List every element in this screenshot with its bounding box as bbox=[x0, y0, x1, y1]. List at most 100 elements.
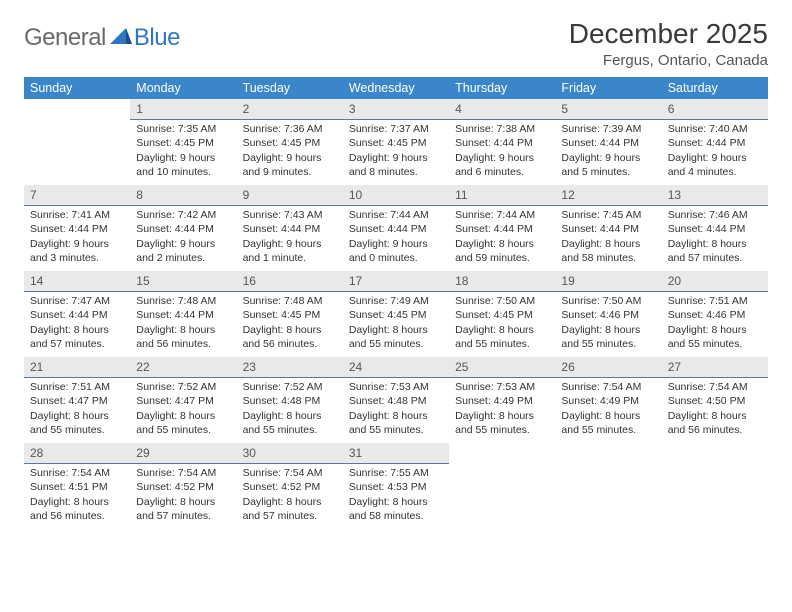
sunset-text: Sunset: 4:44 PM bbox=[243, 222, 337, 236]
day-number: 30 bbox=[237, 443, 343, 464]
calendar-day-cell: 21Sunrise: 7:51 AMSunset: 4:47 PMDayligh… bbox=[24, 357, 130, 443]
sunset-text: Sunset: 4:44 PM bbox=[668, 222, 762, 236]
day-body: Sunrise: 7:51 AMSunset: 4:47 PMDaylight:… bbox=[24, 378, 130, 441]
day-body: Sunrise: 7:44 AMSunset: 4:44 PMDaylight:… bbox=[343, 206, 449, 269]
sunrise-text: Sunrise: 7:52 AM bbox=[243, 380, 337, 394]
day-body: Sunrise: 7:36 AMSunset: 4:45 PMDaylight:… bbox=[237, 120, 343, 183]
daylight-text: Daylight: 9 hours and 0 minutes. bbox=[349, 237, 443, 265]
calendar-week-row: 21Sunrise: 7:51 AMSunset: 4:47 PMDayligh… bbox=[24, 357, 768, 443]
day-body: Sunrise: 7:49 AMSunset: 4:45 PMDaylight:… bbox=[343, 292, 449, 355]
sunset-text: Sunset: 4:45 PM bbox=[243, 136, 337, 150]
calendar-day-cell: 19Sunrise: 7:50 AMSunset: 4:46 PMDayligh… bbox=[555, 271, 661, 357]
calendar-day-cell: 24Sunrise: 7:53 AMSunset: 4:48 PMDayligh… bbox=[343, 357, 449, 443]
daylight-text: Daylight: 8 hours and 57 minutes. bbox=[30, 323, 124, 351]
sunrise-text: Sunrise: 7:49 AM bbox=[349, 294, 443, 308]
calendar-day-cell: 17Sunrise: 7:49 AMSunset: 4:45 PMDayligh… bbox=[343, 271, 449, 357]
weekday-header: Thursday bbox=[449, 77, 555, 99]
sunset-text: Sunset: 4:45 PM bbox=[455, 308, 549, 322]
weekday-header: Saturday bbox=[662, 77, 768, 99]
sunset-text: Sunset: 4:45 PM bbox=[349, 136, 443, 150]
day-number: 11 bbox=[449, 185, 555, 206]
calendar-day-cell: 18Sunrise: 7:50 AMSunset: 4:45 PMDayligh… bbox=[449, 271, 555, 357]
weekday-header: Tuesday bbox=[237, 77, 343, 99]
day-number: 10 bbox=[343, 185, 449, 206]
calendar-day-cell: 27Sunrise: 7:54 AMSunset: 4:50 PMDayligh… bbox=[662, 357, 768, 443]
day-number: 1 bbox=[130, 99, 236, 120]
weekday-row: SundayMondayTuesdayWednesdayThursdayFrid… bbox=[24, 77, 768, 99]
daylight-text: Daylight: 8 hours and 55 minutes. bbox=[668, 323, 762, 351]
sunset-text: Sunset: 4:52 PM bbox=[243, 480, 337, 494]
day-number: 29 bbox=[130, 443, 236, 464]
logo-sail-icon bbox=[110, 26, 132, 51]
day-body: Sunrise: 7:48 AMSunset: 4:45 PMDaylight:… bbox=[237, 292, 343, 355]
daylight-text: Daylight: 8 hours and 56 minutes. bbox=[136, 323, 230, 351]
day-number: 31 bbox=[343, 443, 449, 464]
day-body: Sunrise: 7:51 AMSunset: 4:46 PMDaylight:… bbox=[662, 292, 768, 355]
sunset-text: Sunset: 4:44 PM bbox=[561, 222, 655, 236]
sunset-text: Sunset: 4:44 PM bbox=[455, 136, 549, 150]
day-body: Sunrise: 7:44 AMSunset: 4:44 PMDaylight:… bbox=[449, 206, 555, 269]
day-number: 15 bbox=[130, 271, 236, 292]
sunrise-text: Sunrise: 7:47 AM bbox=[30, 294, 124, 308]
calendar-day-cell: . bbox=[662, 443, 768, 529]
month-title: December 2025 bbox=[569, 18, 768, 50]
daylight-text: Daylight: 8 hours and 58 minutes. bbox=[561, 237, 655, 265]
day-number: 27 bbox=[662, 357, 768, 378]
day-number: 19 bbox=[555, 271, 661, 292]
calendar-day-cell: 29Sunrise: 7:54 AMSunset: 4:52 PMDayligh… bbox=[130, 443, 236, 529]
calendar-day-cell: 23Sunrise: 7:52 AMSunset: 4:48 PMDayligh… bbox=[237, 357, 343, 443]
sunset-text: Sunset: 4:49 PM bbox=[561, 394, 655, 408]
sunset-text: Sunset: 4:44 PM bbox=[349, 222, 443, 236]
day-body: Sunrise: 7:47 AMSunset: 4:44 PMDaylight:… bbox=[24, 292, 130, 355]
calendar-day-cell: 25Sunrise: 7:53 AMSunset: 4:49 PMDayligh… bbox=[449, 357, 555, 443]
sunset-text: Sunset: 4:44 PM bbox=[668, 136, 762, 150]
day-number: 26 bbox=[555, 357, 661, 378]
calendar-day-cell: 2Sunrise: 7:36 AMSunset: 4:45 PMDaylight… bbox=[237, 99, 343, 185]
calendar-day-cell: 14Sunrise: 7:47 AMSunset: 4:44 PMDayligh… bbox=[24, 271, 130, 357]
calendar-day-cell: . bbox=[555, 443, 661, 529]
title-block: December 2025 Fergus, Ontario, Canada bbox=[569, 18, 768, 69]
sunrise-text: Sunrise: 7:54 AM bbox=[243, 466, 337, 480]
calendar-day-cell: 6Sunrise: 7:40 AMSunset: 4:44 PMDaylight… bbox=[662, 99, 768, 185]
calendar-day-cell: 31Sunrise: 7:55 AMSunset: 4:53 PMDayligh… bbox=[343, 443, 449, 529]
page-header: General Blue December 2025 Fergus, Ontar… bbox=[24, 18, 768, 69]
sunrise-text: Sunrise: 7:38 AM bbox=[455, 122, 549, 136]
day-body: Sunrise: 7:50 AMSunset: 4:46 PMDaylight:… bbox=[555, 292, 661, 355]
day-body: Sunrise: 7:45 AMSunset: 4:44 PMDaylight:… bbox=[555, 206, 661, 269]
calendar-day-cell: 1Sunrise: 7:35 AMSunset: 4:45 PMDaylight… bbox=[130, 99, 236, 185]
calendar-day-cell: 28Sunrise: 7:54 AMSunset: 4:51 PMDayligh… bbox=[24, 443, 130, 529]
day-body: Sunrise: 7:54 AMSunset: 4:49 PMDaylight:… bbox=[555, 378, 661, 441]
sunrise-text: Sunrise: 7:50 AM bbox=[455, 294, 549, 308]
day-body: Sunrise: 7:46 AMSunset: 4:44 PMDaylight:… bbox=[662, 206, 768, 269]
day-body: Sunrise: 7:48 AMSunset: 4:44 PMDaylight:… bbox=[130, 292, 236, 355]
sunrise-text: Sunrise: 7:44 AM bbox=[455, 208, 549, 222]
calendar-day-cell: 5Sunrise: 7:39 AMSunset: 4:44 PMDaylight… bbox=[555, 99, 661, 185]
calendar-week-row: 28Sunrise: 7:54 AMSunset: 4:51 PMDayligh… bbox=[24, 443, 768, 529]
sunrise-text: Sunrise: 7:48 AM bbox=[243, 294, 337, 308]
logo-word-general: General bbox=[24, 24, 106, 52]
daylight-text: Daylight: 9 hours and 1 minute. bbox=[243, 237, 337, 265]
sunrise-text: Sunrise: 7:48 AM bbox=[136, 294, 230, 308]
daylight-text: Daylight: 8 hours and 55 minutes. bbox=[349, 409, 443, 437]
sunrise-text: Sunrise: 7:40 AM bbox=[668, 122, 762, 136]
day-number: 5 bbox=[555, 99, 661, 120]
sunset-text: Sunset: 4:49 PM bbox=[455, 394, 549, 408]
sunset-text: Sunset: 4:45 PM bbox=[136, 136, 230, 150]
logo-word-blue: Blue bbox=[134, 24, 180, 52]
weekday-header: Wednesday bbox=[343, 77, 449, 99]
calendar-day-cell: 9Sunrise: 7:43 AMSunset: 4:44 PMDaylight… bbox=[237, 185, 343, 271]
day-number: 22 bbox=[130, 357, 236, 378]
day-body: Sunrise: 7:50 AMSunset: 4:45 PMDaylight:… bbox=[449, 292, 555, 355]
sunrise-text: Sunrise: 7:55 AM bbox=[349, 466, 443, 480]
daylight-text: Daylight: 9 hours and 9 minutes. bbox=[243, 151, 337, 179]
sunset-text: Sunset: 4:44 PM bbox=[455, 222, 549, 236]
calendar-day-cell: 12Sunrise: 7:45 AMSunset: 4:44 PMDayligh… bbox=[555, 185, 661, 271]
day-body: Sunrise: 7:54 AMSunset: 4:50 PMDaylight:… bbox=[662, 378, 768, 441]
weekday-header: Friday bbox=[555, 77, 661, 99]
calendar-table: SundayMondayTuesdayWednesdayThursdayFrid… bbox=[24, 77, 768, 529]
weekday-header: Monday bbox=[130, 77, 236, 99]
daylight-text: Daylight: 8 hours and 55 minutes. bbox=[349, 323, 443, 351]
daylight-text: Daylight: 8 hours and 55 minutes. bbox=[455, 323, 549, 351]
sunrise-text: Sunrise: 7:50 AM bbox=[561, 294, 655, 308]
daylight-text: Daylight: 8 hours and 55 minutes. bbox=[136, 409, 230, 437]
